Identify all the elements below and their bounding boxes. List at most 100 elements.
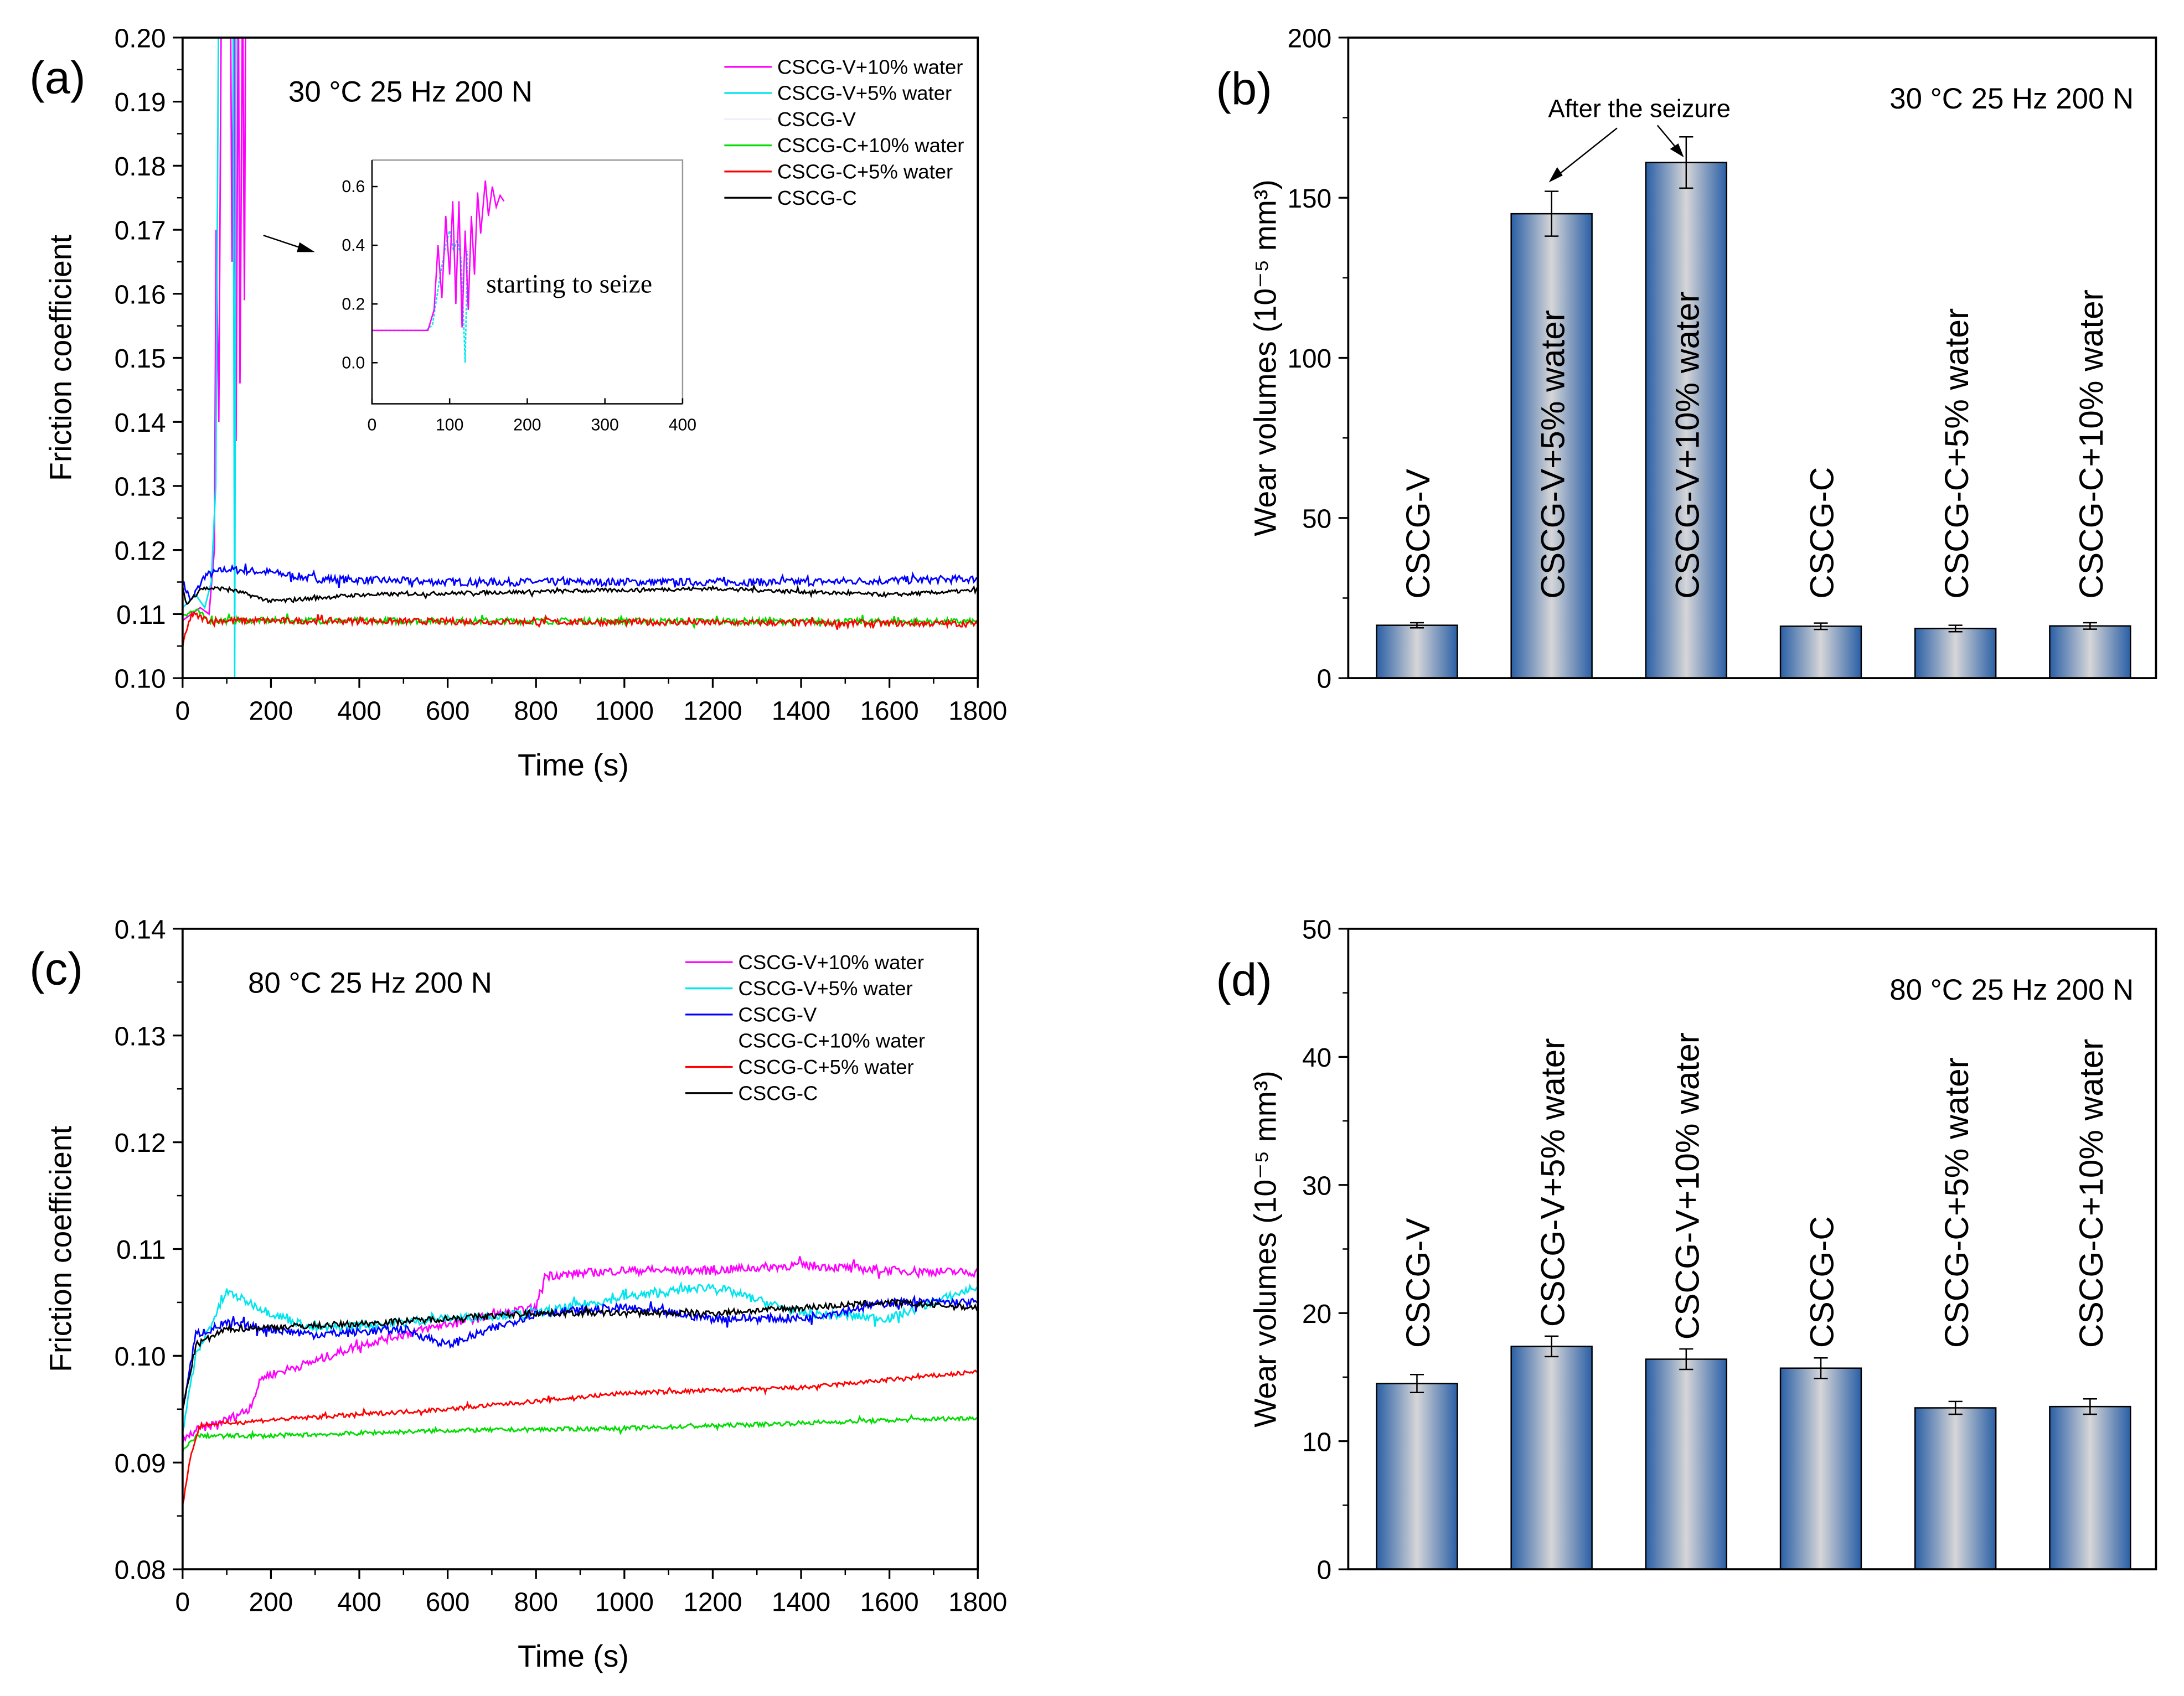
figure: 0 200 400 600 800 1000 1200 1400 1600 18000.100.1… xyxy=(0,0,2184,1696)
series-line-4 xyxy=(183,1371,978,1504)
x-tick-label: 1000 xyxy=(595,697,654,726)
inset-annotation: starting to seize xyxy=(486,269,652,298)
inset-x-tick-label: 200 xyxy=(513,416,541,434)
y-tick-label: 0.10 xyxy=(115,1342,166,1372)
legend: CSCG-V+10% water CSCG-V+5% water CSCG-V CSC… xyxy=(685,951,925,1104)
series-line-3 xyxy=(183,1415,978,1452)
legend-label: CSCG-V+5% water xyxy=(777,82,952,105)
legend-label: CSCG-C+5% water xyxy=(777,160,953,183)
x-tick-label: 1200 xyxy=(683,697,742,726)
bar-category-label: CSCG-V xyxy=(1399,469,1437,599)
panel-c-friction-80c: 0 200 400 600 800 1000 1200 1400 1600 1800 0.08 0.0… xyxy=(29,916,1007,1674)
x-tick-label: 1600 xyxy=(860,697,918,726)
y-axis-title: Friction coefficient xyxy=(44,1126,78,1372)
plot-frame xyxy=(1348,38,2156,678)
bar-category-label: CSCG-V+10% water xyxy=(1668,292,1706,599)
x-tick-label: 600 xyxy=(426,1588,470,1617)
plot-frame xyxy=(1348,929,2156,1569)
y-tick-label: 0.10 xyxy=(115,665,166,694)
panel-d-wear-80c: CSCG-V CSCG-V+5% water CSCG-V+10% water CSC… xyxy=(1216,916,2156,1585)
arrow-head xyxy=(297,242,315,252)
y-tick-label: 0.11 xyxy=(116,601,166,630)
y-tick-label: 0.17 xyxy=(115,216,166,246)
x-tick-label: 1800 xyxy=(948,697,1007,726)
series-line-0 xyxy=(183,1257,978,1444)
legend-label: CSCG-C xyxy=(739,1082,818,1104)
bar-category-label: CSCG-C+5% water xyxy=(1938,308,1975,599)
legend-label: CSCG-C+5% water xyxy=(739,1056,914,1078)
condition-label: 80 °C 25 Hz 200 N xyxy=(248,967,492,1000)
condition-label: 30 °C 25 Hz 200 N xyxy=(1889,82,2134,115)
bar xyxy=(1780,1368,1861,1569)
bar-category-label: CSCG-V+5% water xyxy=(1534,1038,1571,1327)
x-tick-label: 1400 xyxy=(772,697,830,726)
inset-series-line-0 xyxy=(372,231,468,363)
y-tick-label: 20 xyxy=(1302,1300,1331,1329)
x-tick-label: 600 xyxy=(426,697,470,726)
y-tick-label: 0.14 xyxy=(115,916,166,945)
legend-label: CSCG-C+10% water xyxy=(777,134,964,157)
inset-y-tick-label: 0.6 xyxy=(342,178,365,196)
inset-x-tick-label: 100 xyxy=(436,416,463,434)
inset-x-tick-label: 400 xyxy=(669,416,696,434)
legend-label: CSCG-V+5% water xyxy=(739,977,913,1000)
plot-frame xyxy=(183,929,978,1569)
y-tick-label: 0.20 xyxy=(115,24,166,54)
panel-label: (c) xyxy=(29,943,83,995)
inset-series-line-1 xyxy=(372,180,504,330)
y-tick-label: 200 xyxy=(1287,24,1331,54)
x-tick-label: 200 xyxy=(249,697,293,726)
legend-label: CSCG-V xyxy=(777,108,856,131)
legend-label: CSCG-V+10% water xyxy=(739,951,924,974)
y-axis-title: Wear volumes (10⁻⁵ mm³) xyxy=(1248,1071,1283,1427)
legend-label: CSCG-V+10% water xyxy=(777,55,963,78)
legend-label: CSCG-C+10% water xyxy=(739,1030,925,1052)
panel-label: (a) xyxy=(29,52,85,104)
bar xyxy=(1915,628,1996,678)
y-tick-label: 10 xyxy=(1302,1428,1331,1457)
legend: CSCG-V+10% water CSCG-V+5% water CSCG-V CSC… xyxy=(724,55,964,209)
condition-label: 80 °C 25 Hz 200 N xyxy=(1889,974,2134,1006)
legend-label: CSCG-C xyxy=(777,187,857,209)
bar-category-label: CSCG-C+5% water xyxy=(1938,1057,1975,1348)
legend-label: CSCG-V xyxy=(739,1003,818,1026)
inset-x-tick-label: 0 xyxy=(368,416,377,434)
y-tick-label: 0.13 xyxy=(115,473,166,502)
series-line-5 xyxy=(183,586,978,604)
x-tick-label: 1600 xyxy=(860,1588,918,1617)
x-tick-label: 1800 xyxy=(948,1588,1007,1617)
x-tick-label: 200 xyxy=(249,1588,293,1617)
inset-y-tick-label: 0.2 xyxy=(342,295,365,313)
inset-x-tick-label: 300 xyxy=(591,416,618,434)
x-tick-label: 1000 xyxy=(595,1588,654,1617)
condition-label: 30 °C 25 Hz 200 N xyxy=(288,76,533,108)
x-tick-label: 400 xyxy=(337,697,381,726)
bar xyxy=(1780,626,1861,678)
y-tick-label: 0.14 xyxy=(115,409,166,438)
bar xyxy=(2049,626,2130,678)
panel-a-friction-30c: 0 200 400 600 800 1000 1200 1400 1600 1800 0.10 0.1… xyxy=(29,0,1007,782)
y-tick-label: 0.09 xyxy=(115,1449,166,1478)
y-axis-title: Friction coefficient xyxy=(44,235,78,481)
x-tick-label: 800 xyxy=(514,1588,558,1617)
x-tick-label: 1200 xyxy=(683,1588,742,1617)
x-tick-label: 800 xyxy=(514,697,558,726)
y-tick-label: 0.12 xyxy=(115,536,166,566)
y-tick-label: 50 xyxy=(1302,504,1331,534)
bar xyxy=(1377,1383,1458,1569)
bar xyxy=(2049,1407,2130,1569)
y-tick-label: 0.11 xyxy=(116,1235,166,1265)
x-tick-label: 0 xyxy=(175,1588,190,1617)
inset-y-tick-label: 0.0 xyxy=(342,354,365,372)
y-tick-label: 0.19 xyxy=(115,88,166,117)
y-tick-label: 100 xyxy=(1287,344,1331,374)
inset-chart: 0 100 200 300 4000.00.20.40.6starting to sei… xyxy=(342,160,696,434)
x-axis-title: Time (s) xyxy=(518,748,629,782)
panel-label: (d) xyxy=(1216,954,1272,1006)
y-tick-label: 0 xyxy=(1317,1556,1332,1585)
bar xyxy=(1646,1359,1727,1570)
bar-category-label: CSCG-C xyxy=(1803,1216,1841,1348)
x-tick-label: 1400 xyxy=(772,1588,830,1617)
y-tick-label: 0.13 xyxy=(115,1022,166,1051)
y-tick-label: 30 xyxy=(1302,1171,1331,1201)
